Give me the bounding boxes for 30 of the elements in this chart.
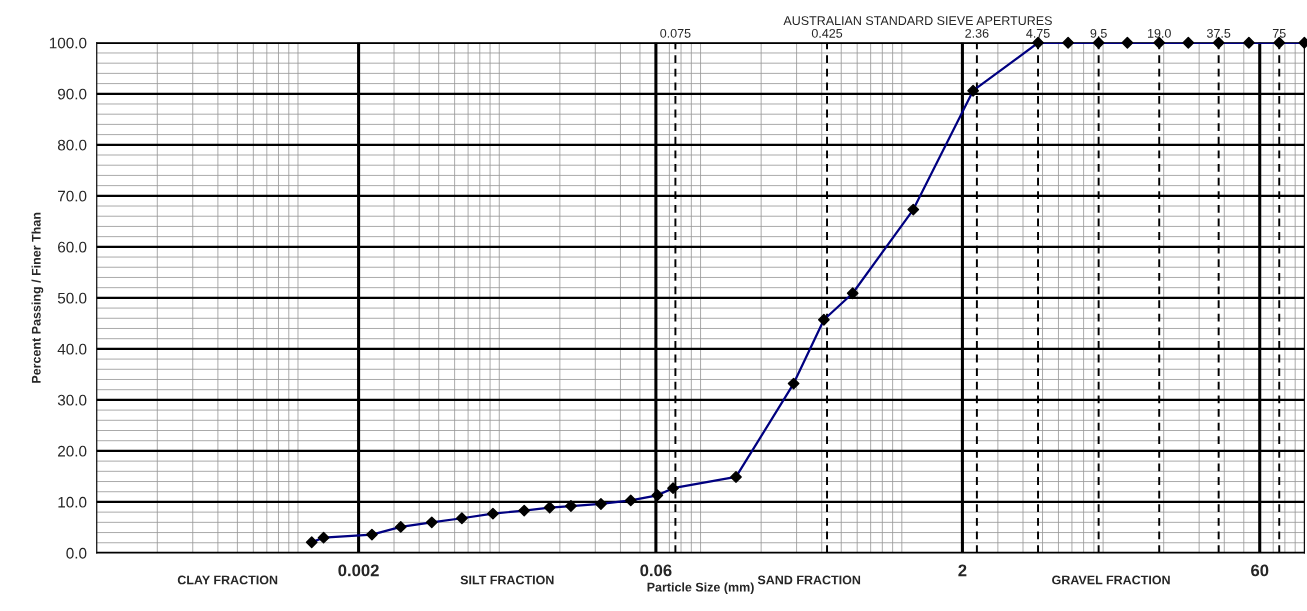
- text: GRAVEL FRACTION: [1052, 575, 1170, 585]
- ref-line-label: 9.5: [1090, 28, 1107, 38]
- y-axis-title: Percent Passing / Finer Than: [31, 212, 44, 383]
- x-tick-label: 0.06: [640, 564, 672, 577]
- ref-line-label: 0.425: [811, 28, 843, 38]
- ref-line-label: 4.75: [1026, 29, 1050, 38]
- ref-line-label: 0.075: [660, 28, 691, 38]
- y-tick-label: 10.0: [58, 496, 87, 508]
- y-tick-label: 50.0: [57, 292, 87, 304]
- y-tick-label: 90.0: [57, 88, 87, 100]
- x-axis-title: Particle Size (mm): [647, 582, 754, 595]
- y-tick-label: 30.0: [57, 394, 87, 406]
- y-tick-label: 60.0: [58, 241, 87, 253]
- ref-line-label: 75: [1272, 29, 1286, 38]
- chart-title: AUSTRALIAN STANDARD SIEVE APERTURES: [783, 16, 1052, 26]
- y-tick-label: 70.0: [58, 190, 87, 202]
- y-tick-label: 40.0: [57, 343, 87, 355]
- x-tick-label: 60: [1251, 564, 1269, 577]
- y-tick-label: 0.0: [66, 547, 87, 559]
- x-tick-label: 2: [958, 564, 967, 577]
- ref-line-label: 37.5: [1206, 28, 1231, 38]
- text: SAND FRACTION: [757, 575, 861, 585]
- y-tick-label: 20.0: [58, 445, 87, 457]
- ref-line-label: 19.0: [1148, 28, 1171, 38]
- text: SILT FRACTION: [460, 575, 554, 585]
- x-tick-label: 0.002: [338, 564, 379, 577]
- y-tick-label: 100.0: [49, 37, 87, 49]
- ref-line-label: 2.36: [965, 28, 989, 38]
- y-tick-label: 80.0: [57, 139, 87, 151]
- text: CLAY FRACTION: [177, 575, 278, 585]
